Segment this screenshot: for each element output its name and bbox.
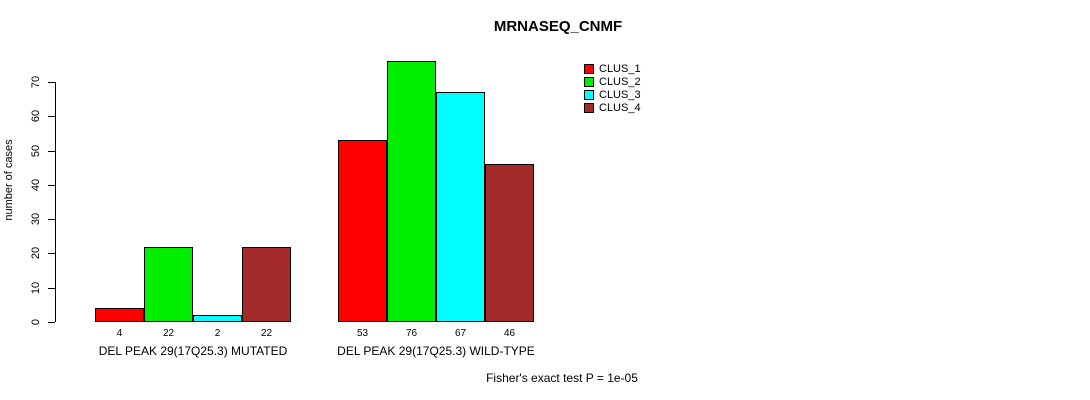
group-label: DEL PEAK 29(17Q25.3) MUTATED: [98, 344, 288, 358]
y-axis-tick: [48, 82, 55, 83]
bar-value-label: 2: [214, 328, 221, 339]
y-axis-tick: [48, 287, 55, 289]
legend-item: CLUS_3: [584, 88, 641, 101]
bar-clus-4-group2: [485, 164, 534, 322]
legend-label: CLUS_2: [599, 75, 641, 88]
legend-swatch: [584, 76, 594, 87]
y-axis-tick: [48, 253, 55, 255]
legend-swatch: [584, 102, 594, 113]
bar-value-label: 22: [162, 328, 175, 339]
y-axis-line: [55, 82, 56, 322]
bar-value-label: 4: [116, 328, 123, 339]
y-axis-tick-label: 50: [30, 144, 42, 157]
y-axis-label: number of cases: [3, 139, 15, 221]
y-axis-tick: [48, 116, 55, 118]
legend-label: CLUS_4: [599, 101, 641, 114]
bar-clus-2-group2: [387, 61, 436, 322]
bar-clus-3-group1: [193, 315, 242, 322]
bar-value-label: 76: [405, 328, 418, 339]
legend-item: CLUS_1: [584, 62, 641, 75]
y-axis-tick: [48, 219, 55, 221]
legend-label: CLUS_1: [599, 62, 641, 75]
chart-title: MRNASEQ_CNMF: [493, 18, 623, 35]
bar-value-label: 67: [454, 328, 467, 339]
y-axis-tick-label: 0: [30, 318, 42, 326]
y-axis-tick-label: 70: [30, 75, 42, 89]
legend-swatch: [584, 89, 594, 100]
y-axis-tick-label: 60: [30, 110, 42, 123]
bar-clus-3-group2: [436, 92, 485, 322]
legend-swatch: [584, 63, 594, 74]
legend: CLUS_1 CLUS_2 CLUS_3 CLUS_4: [584, 62, 641, 114]
bar-value-label: 22: [260, 328, 273, 339]
bar-clus-2-group1: [144, 246, 193, 322]
stat-test-annotation: Fisher's exact test P = 1e-05: [486, 371, 638, 385]
y-axis-tick-label: 20: [30, 247, 42, 260]
y-axis-tick-label: 10: [30, 281, 42, 294]
y-axis-tick: [48, 184, 55, 186]
bar-value-label: 53: [356, 328, 369, 339]
group-label: DEL PEAK 29(17Q25.3) WILD-TYPE: [337, 344, 535, 358]
y-axis-tick-label: 30: [30, 213, 42, 226]
y-axis-tick-label: 40: [30, 178, 42, 191]
legend-item: CLUS_4: [584, 101, 641, 114]
bar-clus-1-group2: [338, 140, 387, 322]
bar-clus-4-group1: [242, 246, 291, 322]
legend-item: CLUS_2: [584, 75, 641, 88]
bar-clus-1-group1: [95, 308, 144, 322]
y-axis-tick: [48, 322, 55, 323]
bar-value-label: 46: [503, 328, 516, 339]
legend-label: CLUS_3: [599, 88, 641, 101]
y-axis-tick: [48, 150, 55, 152]
